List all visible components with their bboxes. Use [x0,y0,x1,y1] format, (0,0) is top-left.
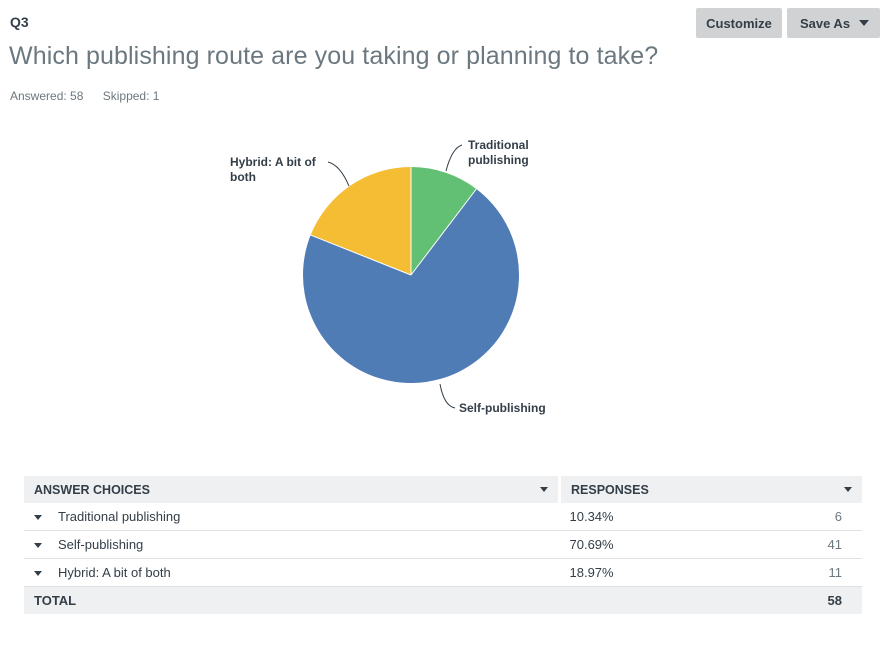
pie-label-hybrid-a-bit-of-both: Hybrid: A bit of both [230,155,317,184]
pie-slice-self-publishing [303,189,520,384]
percent-cell: 18.97% [559,558,739,587]
header-responses[interactable]: RESPONSES [558,476,862,503]
count-cell: 41 [738,530,862,559]
answers-table: ANSWER CHOICES RESPONSES Traditional pub… [24,476,862,614]
pie-slice-hybrid-a-bit-of-both [310,167,411,275]
answer-choice-label: Self-publishing [58,537,144,552]
response-meta: Answered: 58 Skipped: 1 [10,89,175,103]
table-row: Traditional publishing 10.34% 6 [24,503,862,531]
pie-label-traditional-publishing: Traditional publishing [468,138,529,167]
answer-choice-label: Hybrid: A bit of both [58,565,171,580]
chevron-down-icon [859,20,870,26]
total-row: TOTAL 58 [24,586,862,614]
pie-leader-line [327,161,350,187]
customize-button[interactable]: Customize [696,8,782,38]
pie-leader-line [445,144,463,172]
header-answer-choices-label: ANSWER CHOICES [34,482,150,497]
pie-slice-separator [310,234,412,276]
sort-caret-icon [844,487,852,492]
header-responses-label: RESPONSES [571,482,649,497]
header-answer-choices[interactable]: ANSWER CHOICES [24,476,560,503]
count-cell: 11 [738,558,862,587]
total-label: TOTAL [24,586,560,614]
sort-caret-icon [540,487,548,492]
count-cell: 6 [738,503,862,531]
total-count: 58 [738,586,862,614]
save-as-button-label: Save As [799,15,851,31]
expand-caret-icon[interactable] [34,515,42,521]
table-row: Hybrid: A bit of both 18.97% 11 [24,558,862,587]
answer-choice-cell[interactable]: Hybrid: A bit of both [24,558,560,587]
skipped-count: Skipped: 1 [102,89,160,103]
percent-cell: 70.69% [559,530,739,559]
customize-button-label: Customize [706,15,772,31]
question-number: Q3 [10,14,29,30]
pie-leader-line [439,383,456,409]
expand-caret-icon[interactable] [34,543,42,549]
pie-slice-traditional-publishing [411,167,477,275]
answer-choice-label: Traditional publishing [58,509,181,524]
answer-choice-cell[interactable]: Traditional publishing [24,503,560,531]
pie-chart: Traditional publishing Self-publishing Hybr… [230,138,546,415]
percent-cell: 10.34% [559,503,739,531]
table-row: Self-publishing 70.69% 41 [24,530,862,559]
save-as-button[interactable]: Save As [787,8,880,38]
question-title: Which publishing route are you taking or… [9,42,659,70]
total-spacer [559,586,739,614]
answer-choice-cell[interactable]: Self-publishing [24,530,560,559]
expand-caret-icon[interactable] [34,571,42,577]
pie-label-self-publishing: Self-publishing [459,401,546,415]
pie-slice-separator [410,188,477,276]
answered-count: Answered: 58 [10,89,84,103]
